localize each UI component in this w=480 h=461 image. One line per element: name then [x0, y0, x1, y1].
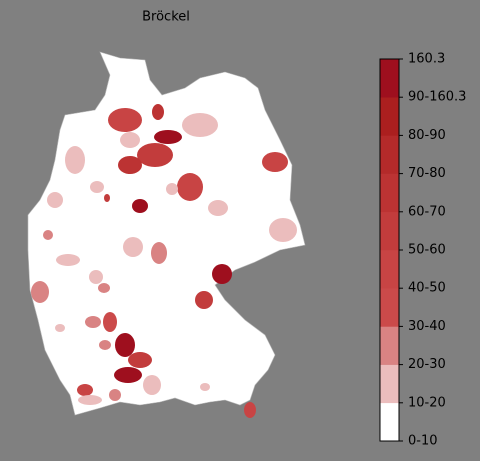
region: [109, 389, 121, 401]
region: [208, 200, 228, 216]
region: [47, 192, 63, 208]
colorbar-segment: [380, 326, 399, 365]
region: [85, 316, 101, 328]
region: [244, 402, 256, 418]
region: [177, 173, 203, 201]
region: [43, 230, 53, 240]
colorbar-label: 30-40: [408, 319, 446, 334]
colorbar-label: 70-80: [408, 166, 446, 181]
region: [212, 264, 232, 284]
colorbar-segment: [380, 135, 399, 174]
colorbar-label: 20-30: [408, 357, 446, 372]
region: [98, 283, 110, 293]
region: [99, 340, 111, 350]
region: [55, 324, 65, 332]
colorbar-segment: [380, 211, 399, 251]
region: [104, 194, 110, 202]
region: [90, 181, 104, 193]
colorbar-segment: [380, 97, 399, 136]
region: [200, 383, 210, 391]
region: [166, 183, 178, 195]
region: [77, 384, 93, 396]
region: [123, 237, 143, 257]
region: [182, 113, 218, 137]
region: [108, 108, 142, 132]
region: [132, 199, 148, 213]
region: [128, 352, 152, 368]
colorbar-segment: [380, 288, 399, 327]
region: [56, 254, 80, 266]
region: [151, 242, 167, 264]
region: [114, 367, 142, 383]
region: [269, 218, 297, 242]
colorbar-label: 50-60: [408, 243, 446, 258]
colorbar-label: 40-50: [408, 281, 446, 296]
region: [89, 270, 103, 284]
region: [195, 291, 213, 309]
colorbar-segment: [380, 402, 399, 442]
region: [118, 156, 142, 174]
region: [143, 375, 161, 395]
colorbar-segment: [380, 364, 399, 404]
region: [115, 333, 135, 357]
region: [154, 130, 182, 144]
colorbar-label: 90-160.3: [408, 90, 466, 105]
colorbar-segment: [380, 250, 399, 289]
colorbar-segment: [380, 59, 399, 98]
colorbar-label: 80-90: [408, 128, 446, 143]
region: [65, 146, 85, 174]
region: [120, 132, 140, 148]
colorbar-segment: [380, 173, 399, 213]
region: [103, 312, 117, 332]
regions: [31, 104, 297, 418]
map-title: Bröckel: [142, 10, 190, 25]
region: [137, 143, 173, 167]
region: [31, 281, 49, 303]
region: [78, 395, 102, 405]
colorbar-label: 60-70: [408, 204, 446, 219]
region: [262, 152, 288, 172]
colorbar-label: 0-10: [408, 434, 438, 449]
colorbar: 0-10 10-20 20-30 30-40 40-50 50-60 60-70 70-80 8…: [379, 52, 466, 449]
region: [152, 104, 164, 120]
colorbar-label: 160.3: [408, 52, 445, 67]
colorbar-label: 10-20: [408, 395, 446, 410]
